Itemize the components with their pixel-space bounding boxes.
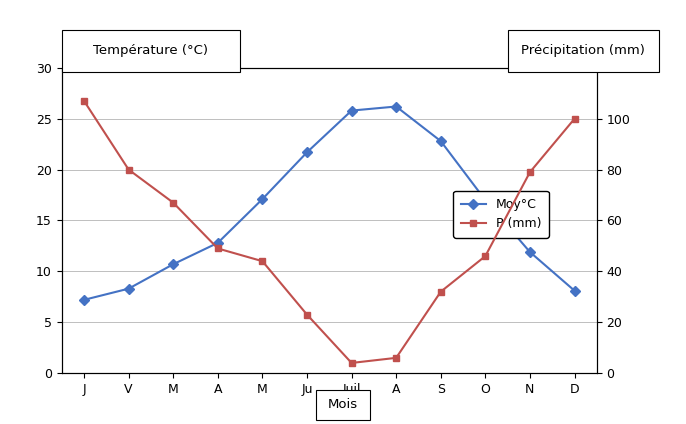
P (mm) <box>570 116 578 121</box>
Moy°C <box>214 240 222 245</box>
Moy°C <box>80 297 88 302</box>
Line: P (mm): P (mm) <box>80 98 578 366</box>
Moy°C <box>348 108 356 113</box>
Text: Mois: Mois <box>328 399 358 411</box>
P (mm) <box>80 98 88 103</box>
P (mm) <box>169 200 177 205</box>
P (mm) <box>258 259 266 264</box>
P (mm) <box>392 355 400 360</box>
Moy°C <box>392 104 400 109</box>
Moy°C <box>482 198 490 203</box>
Legend: Moy°C, P (mm): Moy°C, P (mm) <box>453 191 549 238</box>
P (mm) <box>436 289 445 294</box>
Moy°C <box>526 249 534 254</box>
P (mm) <box>348 360 356 365</box>
Moy°C <box>258 197 266 202</box>
Text: Température (°C): Température (°C) <box>93 45 209 57</box>
Text: Précipitation (mm): Précipitation (mm) <box>521 45 645 57</box>
Moy°C <box>169 262 177 267</box>
Moy°C <box>436 139 445 144</box>
Moy°C <box>570 288 578 293</box>
P (mm) <box>526 170 534 175</box>
Line: Moy°C: Moy°C <box>80 103 578 303</box>
P (mm) <box>303 312 311 317</box>
P (mm) <box>125 167 133 172</box>
Moy°C <box>303 150 311 155</box>
P (mm) <box>482 254 490 259</box>
Moy°C <box>125 286 133 291</box>
P (mm) <box>214 246 222 251</box>
